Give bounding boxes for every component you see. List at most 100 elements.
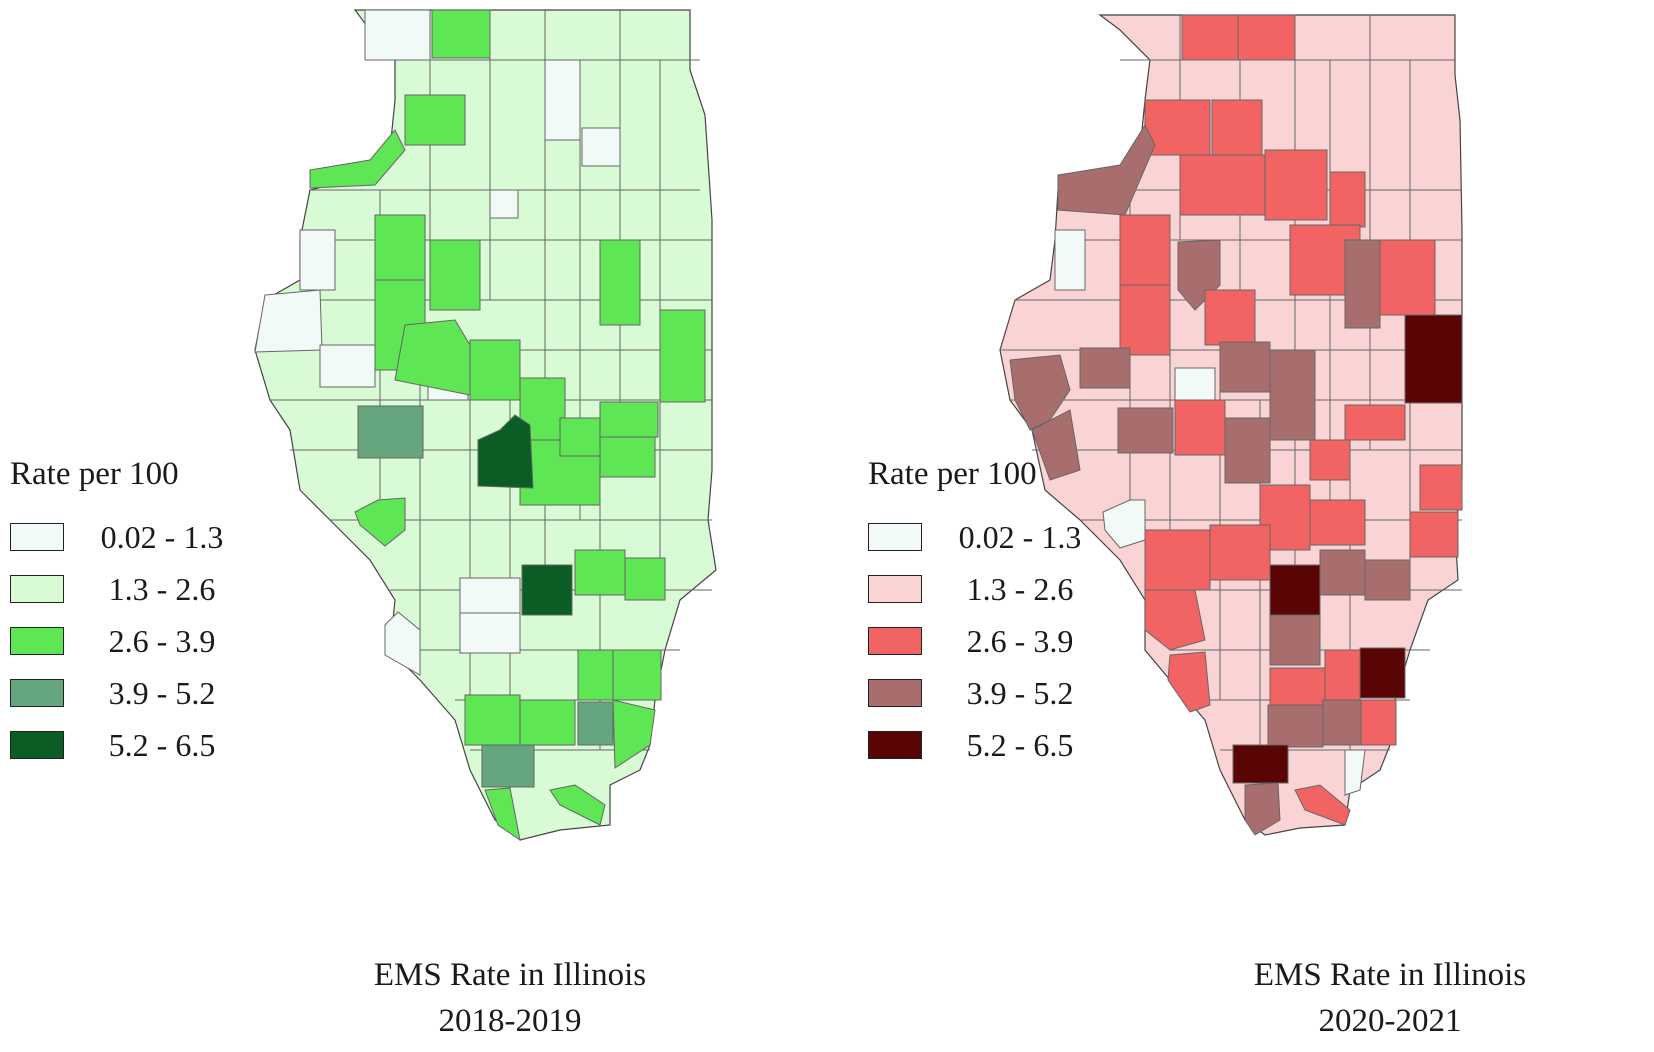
caption-title: EMS Rate in Illinois [1253, 957, 1527, 993]
county-tier-3-c6 [1309, 439, 1351, 481]
legend-swatch [10, 575, 64, 603]
county-tier-3-n4 [1211, 99, 1263, 156]
legend-label: 5.2 - 6.5 [966, 726, 1074, 763]
legend-2018-2019: Rate per 100 0.02 - 1.3 1.3 - 2.6 2.6 - … [10, 456, 232, 771]
county-tier-5-s [521, 564, 573, 616]
county-tier-3-e2 [1379, 239, 1436, 316]
county-fills [1009, 14, 1463, 836]
county-tier-5-s2 [1359, 647, 1406, 699]
county-tier-3-n3 [1144, 99, 1211, 156]
county-tier-1-w1 [299, 229, 336, 291]
county-tier-3-s1 [574, 549, 626, 596]
county-tier-3-c8 [559, 417, 601, 457]
legend-swatch [10, 627, 64, 655]
county-tier-3-s4 [1294, 784, 1351, 826]
county-tier-4-s3 [1269, 614, 1321, 666]
county-tier-3-e1 [599, 239, 641, 326]
county-tier-1-nw [364, 9, 431, 61]
county-tier-4-s1 [577, 701, 614, 746]
county-tier-4-s2 [481, 744, 535, 788]
county-tier-3-w8 [1167, 651, 1211, 713]
county-tier-4-w2 [1031, 409, 1081, 481]
county-tier-3-s1 [1269, 667, 1326, 709]
county-tier-3-nw2 [404, 94, 466, 146]
county-tier-3-c1 [374, 214, 426, 281]
illinois-outline [254, 9, 717, 841]
legend-title: Rate per 100 [868, 456, 1037, 492]
county-tier-1-s3 [384, 611, 421, 676]
map-panel-2018-2019: Rate per 100 0.02 - 1.3 1.3 - 2.6 2.6 - … [10, 9, 720, 1044]
legend-item: 5.2 - 6.5 [10, 719, 232, 771]
legend-label: 0.02 - 1.3 [100, 518, 224, 555]
county-tier-5-s1 [1269, 564, 1321, 616]
county-tier-4-c4 [1224, 417, 1271, 484]
caption-years: 2020-2021 [1318, 1003, 1462, 1039]
county-tier-3-s2 [1324, 649, 1361, 703]
legend-swatch [10, 679, 64, 707]
county-tier-3-w5 [1144, 529, 1211, 591]
county-tier-3-s2 [624, 557, 666, 601]
county-tier-4-s1 [1319, 549, 1366, 596]
legend-swatch [10, 523, 64, 551]
map-caption: EMS Rate in Illinois 2018-2019 [300, 952, 720, 1044]
county-tier-3-c5 [469, 339, 521, 401]
legend-title: Rate per 100 [10, 456, 179, 492]
legend-label: 2.6 - 3.9 [108, 622, 216, 659]
county-tier-1-w3 [319, 344, 376, 388]
county-tier-1-s2 [459, 612, 521, 654]
county-tier-3-c2 [429, 239, 481, 311]
county-tier-3-n [431, 9, 491, 59]
county-tier-5-c [477, 414, 534, 489]
county-tier-3-w6 [1209, 524, 1271, 581]
county-tier-4-nw [1057, 123, 1156, 216]
county-tier-3-e4 [1409, 511, 1459, 558]
legend-label: 1.3 - 2.6 [108, 570, 216, 607]
legend-label: 1.3 - 2.6 [966, 570, 1074, 607]
legend-item: 0.02 - 1.3 [10, 511, 232, 563]
caption-years: 2018-2019 [438, 1003, 582, 1039]
county-tier-1-n [544, 59, 581, 141]
county-tier-4-s2 [1364, 559, 1411, 601]
county-tier-3-s3 [1360, 699, 1397, 746]
county-fills [254, 9, 706, 842]
county-tier-3-w7 [1144, 589, 1206, 651]
county-tier-3-e3 [1419, 464, 1463, 511]
illinois-county-map-2018-2019 [254, 9, 717, 842]
county-tier-3-c1 [1119, 214, 1171, 286]
legend-swatch [868, 523, 922, 551]
county-tier-1-c1 [489, 189, 519, 219]
county-tier-3-nw3 [309, 129, 406, 189]
illinois-county-map-2020-2021 [999, 14, 1463, 836]
county-tier-3-e4 [599, 436, 656, 478]
legend-label: 3.9 - 5.2 [108, 674, 216, 711]
county-tier-3-s6 [519, 699, 576, 746]
county-tier-3-n1 [1181, 14, 1239, 61]
caption-title: EMS Rate in Illinois [373, 957, 647, 993]
county-tier-3-n5 [1179, 154, 1266, 216]
county-tier-3-n6 [1264, 149, 1328, 221]
county-tier-4-w [357, 405, 424, 459]
legend-swatch [868, 627, 922, 655]
legend-item: 2.6 - 3.9 [10, 615, 232, 667]
county-tier-1-s1 [459, 577, 521, 614]
legend-item: 3.9 - 5.2 [868, 667, 1090, 719]
legend-item: 2.6 - 3.9 [868, 615, 1090, 667]
county-tier-1-c1 [1174, 367, 1216, 401]
county-tier-3-s3 [577, 649, 614, 701]
county-tier-3-s8 [484, 787, 521, 842]
legend-label: 3.9 - 5.2 [966, 674, 1074, 711]
county-tier-3-n7 [1329, 171, 1366, 228]
legend-label: 5.2 - 6.5 [108, 726, 216, 763]
county-tier-3-s7 [612, 699, 656, 769]
legend-item: 5.2 - 6.5 [868, 719, 1090, 771]
map-caption: EMS Rate in Illinois 2020-2021 [1180, 952, 1600, 1044]
county-tier-5-e [1404, 314, 1463, 404]
county-tier-3-c3 [1204, 289, 1256, 346]
county-tier-3-s5 [464, 694, 521, 746]
legend-label: 0.02 - 1.3 [958, 518, 1082, 555]
county-tier-4-c2 [1219, 341, 1271, 393]
county-tier-3-c2 [1119, 284, 1171, 356]
county-tier-5-s3 [1232, 744, 1289, 784]
county-tier-1-ne [581, 127, 621, 167]
county-tier-1-w1 [1054, 229, 1086, 291]
